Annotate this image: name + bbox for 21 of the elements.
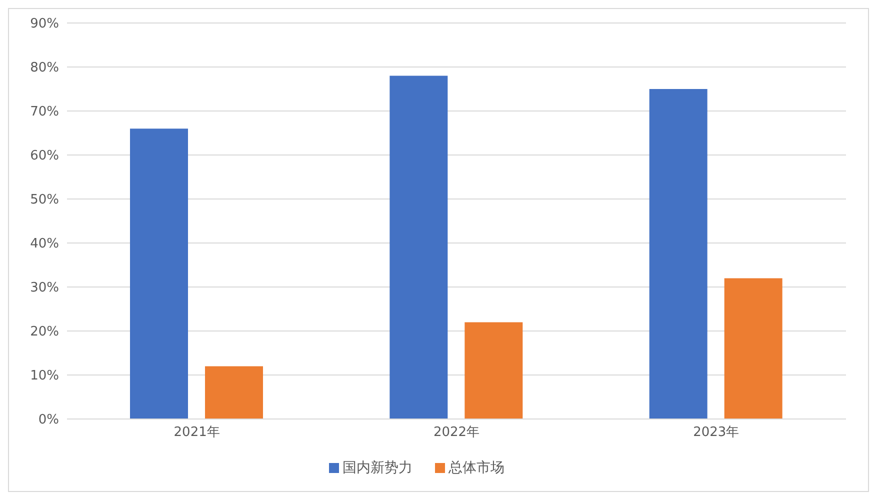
bar	[390, 76, 448, 419]
legend-label: 国内新势力	[342, 460, 412, 476]
x-tick-label: 2022年	[433, 425, 480, 440]
y-tick-label: 30%	[30, 280, 59, 296]
bar	[464, 322, 523, 419]
y-tick-label: 20%	[30, 324, 59, 340]
legend-label: 总体市场	[448, 460, 504, 476]
bar	[130, 128, 188, 419]
y-tick-label: 70%	[30, 104, 59, 120]
y-tick-label: 50%	[30, 192, 59, 208]
y-tick-label: 60%	[30, 148, 59, 164]
y-tick-label: 80%	[30, 60, 59, 76]
x-tick-label: 2021年	[174, 425, 220, 440]
bar	[205, 366, 263, 419]
y-tick-label: 10%	[30, 368, 59, 384]
x-tick-label: 2023年	[693, 425, 740, 440]
y-tick-label: 0%	[38, 412, 59, 428]
bar	[649, 89, 708, 419]
y-tick-label: 40%	[30, 236, 59, 252]
y-tick-label: 90%	[30, 16, 59, 32]
bar	[724, 278, 782, 419]
